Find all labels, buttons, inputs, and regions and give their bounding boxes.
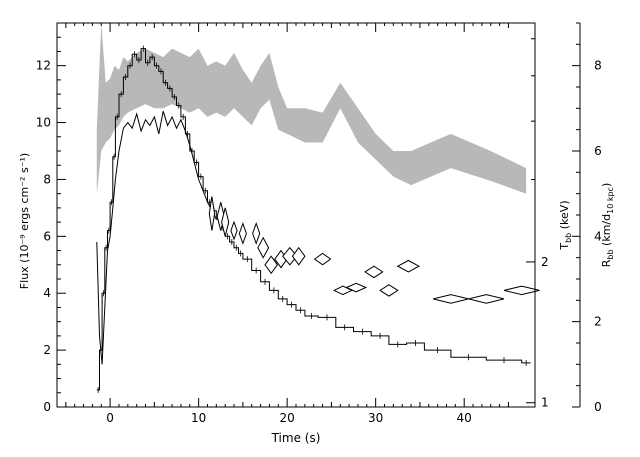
temperature-diamond (433, 294, 469, 304)
radius-band-series (96, 23, 527, 194)
temperature-diamond (468, 294, 505, 304)
radius-axis-label: Rbb (km/d10 kpc) (600, 183, 615, 268)
radius-label-main: R (600, 259, 613, 267)
flux-lines-layer (96, 45, 531, 393)
temperature-tick-label: 1 (541, 396, 549, 410)
temperature-diamond (503, 285, 540, 296)
flux-histogram-series (96, 48, 531, 391)
temperature-diamond (396, 259, 421, 273)
radius-label-sub2: 10 kpc (606, 187, 615, 214)
temperature-diamond (313, 252, 332, 266)
temperature-diamond (291, 246, 306, 266)
y-tick-label: 2 (43, 343, 51, 357)
temperature-diamond (379, 284, 399, 297)
y-tick-label: 0 (43, 400, 51, 414)
left-y-axis-label: Flux (10⁻⁹ ergs cm⁻² s⁻¹) (18, 153, 31, 289)
y-tick-label: 6 (43, 229, 51, 243)
radius-band-layer (96, 23, 527, 194)
radius-tick-label: 0 (594, 400, 602, 414)
x-axis-label: Time (s) (271, 431, 321, 445)
radius-tick-label: 6 (594, 144, 602, 158)
temperature-diamond (257, 236, 270, 259)
y-tick-label: 12 (36, 59, 51, 73)
temperature-tick-label: 2 (541, 255, 549, 269)
temperature-diamond (230, 220, 238, 241)
radius-label-tail: (km/d (600, 214, 613, 250)
radius-label-end: ) (600, 183, 613, 187)
radius-tick-label: 8 (594, 59, 602, 73)
temperature-diamond (332, 285, 353, 296)
x-tick-label: 0 (106, 411, 114, 425)
temperature-diamond (345, 282, 368, 293)
temperature-diamond (252, 222, 261, 245)
temperature-diamond (364, 265, 384, 279)
temperature-label-main: T (558, 243, 571, 251)
x-tick-label: 30 (368, 411, 383, 425)
temperature-label-tail: (keV) (558, 200, 571, 232)
temperature-diamond (238, 222, 247, 245)
flux-secondary-series (96, 111, 217, 365)
x-tick-label: 10 (191, 411, 206, 425)
radius-tick-label: 2 (594, 315, 602, 329)
temperature-label-sub: bb (564, 233, 573, 243)
y-tick-label: 4 (43, 286, 51, 300)
temperature-diamond (221, 207, 230, 237)
y-tick-label: 10 (36, 116, 51, 130)
temperature-diamond (208, 196, 216, 231)
x-tick-label: 40 (457, 411, 472, 425)
temperature-diamond (264, 255, 279, 275)
radius-tick-label: 4 (594, 229, 602, 243)
radius-label-sub: bb (606, 249, 615, 259)
x-tick-label: 20 (280, 411, 295, 425)
temperature-axis-label: Tbb (keV) (558, 200, 573, 250)
temperature-diamond-layer (208, 196, 540, 304)
y-tick-label: 8 (43, 172, 51, 186)
